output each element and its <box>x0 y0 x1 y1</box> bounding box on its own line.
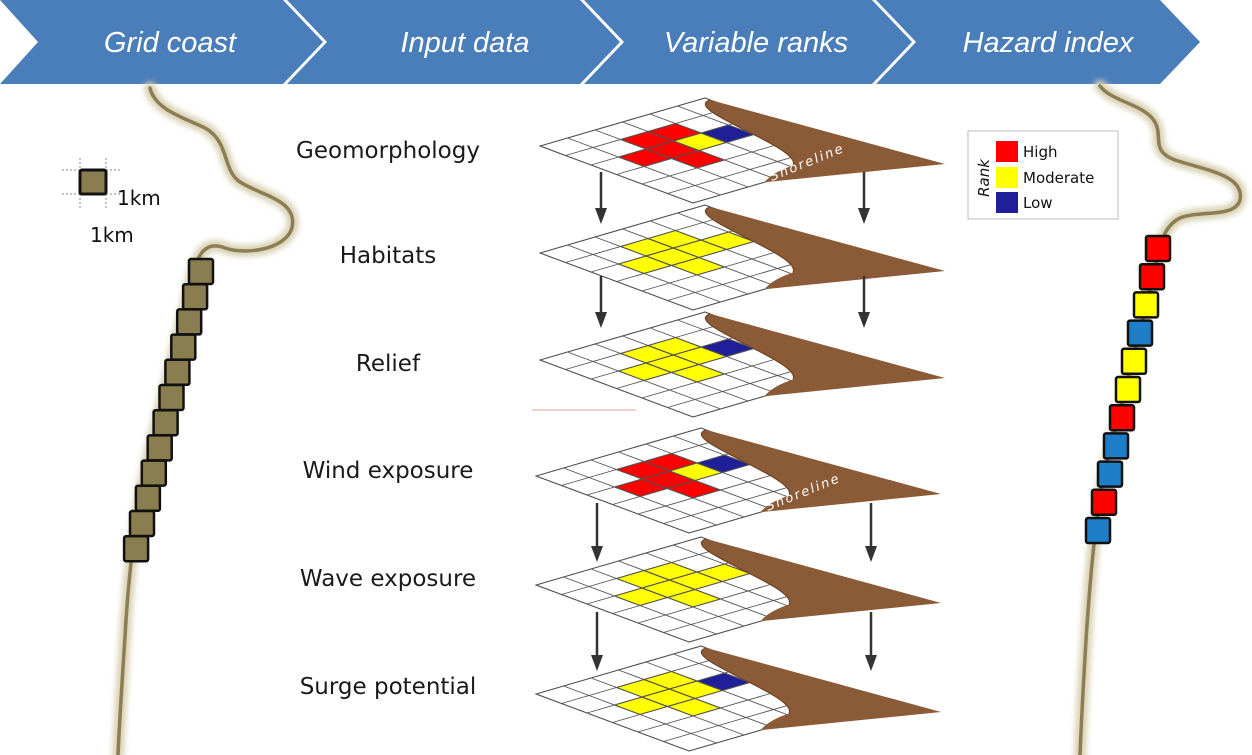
step-hazard-index: Hazard index <box>876 0 1200 84</box>
legend-label-high: High <box>1023 143 1057 161</box>
legend-label-moderate: Moderate <box>1023 169 1094 187</box>
rank-legend: Rank High Moderate Low <box>967 130 1119 220</box>
shore-wedge-1 <box>705 99 945 183</box>
hazard-cell-high <box>1108 403 1136 432</box>
arrow-1-right <box>858 172 870 224</box>
arrow-4-left <box>591 503 603 562</box>
layer-label-geomorphology: Geomorphology <box>296 138 480 164</box>
hazard-cell-low <box>1126 319 1154 347</box>
legend-frame <box>967 130 1119 220</box>
legend-title: Rank <box>975 158 993 197</box>
hazard-cell-low <box>1096 460 1124 488</box>
coast-grid-cell <box>181 282 209 311</box>
layer-label-relief: Relief <box>356 351 421 377</box>
legend-swatch-moderate <box>996 167 1018 188</box>
variable-layers: Shoreline Shoreline <box>534 97 945 752</box>
left-coastline-line <box>116 86 295 755</box>
step-variable-ranks: Variable ranks <box>584 0 912 84</box>
coast-grid-cell <box>152 408 179 437</box>
layer-label-wind-exposure: Wind exposure <box>303 458 474 484</box>
shore-edge-5 <box>701 538 790 605</box>
arrow-5-right <box>865 612 877 671</box>
step-input-data-label: Input data <box>401 27 530 59</box>
shore-edge-3 <box>705 313 794 380</box>
layer-grid-1: Shoreline <box>538 97 945 204</box>
hazard-cell-high <box>1090 488 1118 517</box>
arrow-5-left <box>591 612 603 671</box>
hazard-cell-moderate <box>1132 291 1160 319</box>
shore-edge-4 <box>701 429 790 496</box>
shore-wedge-5 <box>701 538 941 622</box>
layer-label-surge-potential: Surge potential <box>300 674 477 700</box>
coast-grid-cell <box>128 509 156 538</box>
shore-wedge-6 <box>701 647 941 731</box>
step-variable-ranks-arrow <box>584 0 912 84</box>
shore-edge-1 <box>705 99 794 166</box>
shore-wedge-2 <box>705 206 945 290</box>
layer-arrows <box>591 172 877 671</box>
layer-grid-5 <box>534 536 941 643</box>
legend-swatch-low <box>996 192 1018 213</box>
legend-swatch-high <box>996 141 1018 162</box>
layer-label-wave-exposure: Wave exposure <box>300 566 476 592</box>
layer-grid-2 <box>538 204 945 311</box>
coast-grid-cell <box>146 434 173 462</box>
shore-edge-2 <box>705 206 794 273</box>
hazard-cell-low <box>1102 432 1130 460</box>
step-hazard-index-label: Hazard index <box>963 27 1135 59</box>
arrow-4-right <box>865 503 877 562</box>
step-banner: Grid coast Input data Variable ranks Haz… <box>0 0 1200 84</box>
arrow-1-left <box>595 172 607 224</box>
step-hazard-index-arrow <box>876 0 1200 84</box>
arrow-2-right <box>858 276 870 328</box>
coast-grid-cell <box>170 333 197 361</box>
hazard-cell-high <box>1138 262 1166 291</box>
layer-label-habitats: Habitats <box>340 243 437 269</box>
hazard-cell-moderate <box>1120 347 1148 376</box>
step-input-data-arrow <box>287 0 620 84</box>
coast-grid-cell <box>158 383 185 412</box>
scale-cell-square <box>78 168 108 196</box>
layer-grid-6 <box>534 645 941 752</box>
step-grid-coast-arrow <box>0 0 323 84</box>
hazard-cell-high <box>1144 234 1172 263</box>
step-grid-coast: Grid coast <box>0 0 323 84</box>
legend-label-low: Low <box>1023 194 1053 212</box>
scale-cell: 1km 1km <box>62 158 161 247</box>
step-variable-ranks-label: Variable ranks <box>664 27 848 59</box>
left-coastline <box>112 82 299 755</box>
coast-grid-cell <box>134 484 162 513</box>
shore-wedge-4 <box>701 429 941 513</box>
step-input-data: Input data <box>287 0 620 84</box>
coast-grid-cell <box>187 257 215 286</box>
coast-grid-cell <box>140 459 168 487</box>
scale-width-label: 1km <box>117 186 161 210</box>
hazard-cell-low <box>1084 516 1112 545</box>
layer-grid-4: Shoreline <box>534 427 941 534</box>
hazard-index-cells <box>1084 234 1172 545</box>
coast-grid-cell <box>164 358 191 387</box>
hazard-cell-moderate <box>1114 375 1142 404</box>
left-grid-cells <box>122 257 215 563</box>
shore-edge-6 <box>701 647 790 714</box>
scale-height-label: 1km <box>90 223 134 247</box>
layer-grid-3 <box>538 311 945 418</box>
coast-grid-cell <box>175 308 203 336</box>
arrow-2-left <box>595 276 607 328</box>
step-grid-coast-label: Grid coast <box>104 27 238 59</box>
shore-wedge-3 <box>705 313 945 397</box>
coast-grid-cell <box>122 534 150 563</box>
